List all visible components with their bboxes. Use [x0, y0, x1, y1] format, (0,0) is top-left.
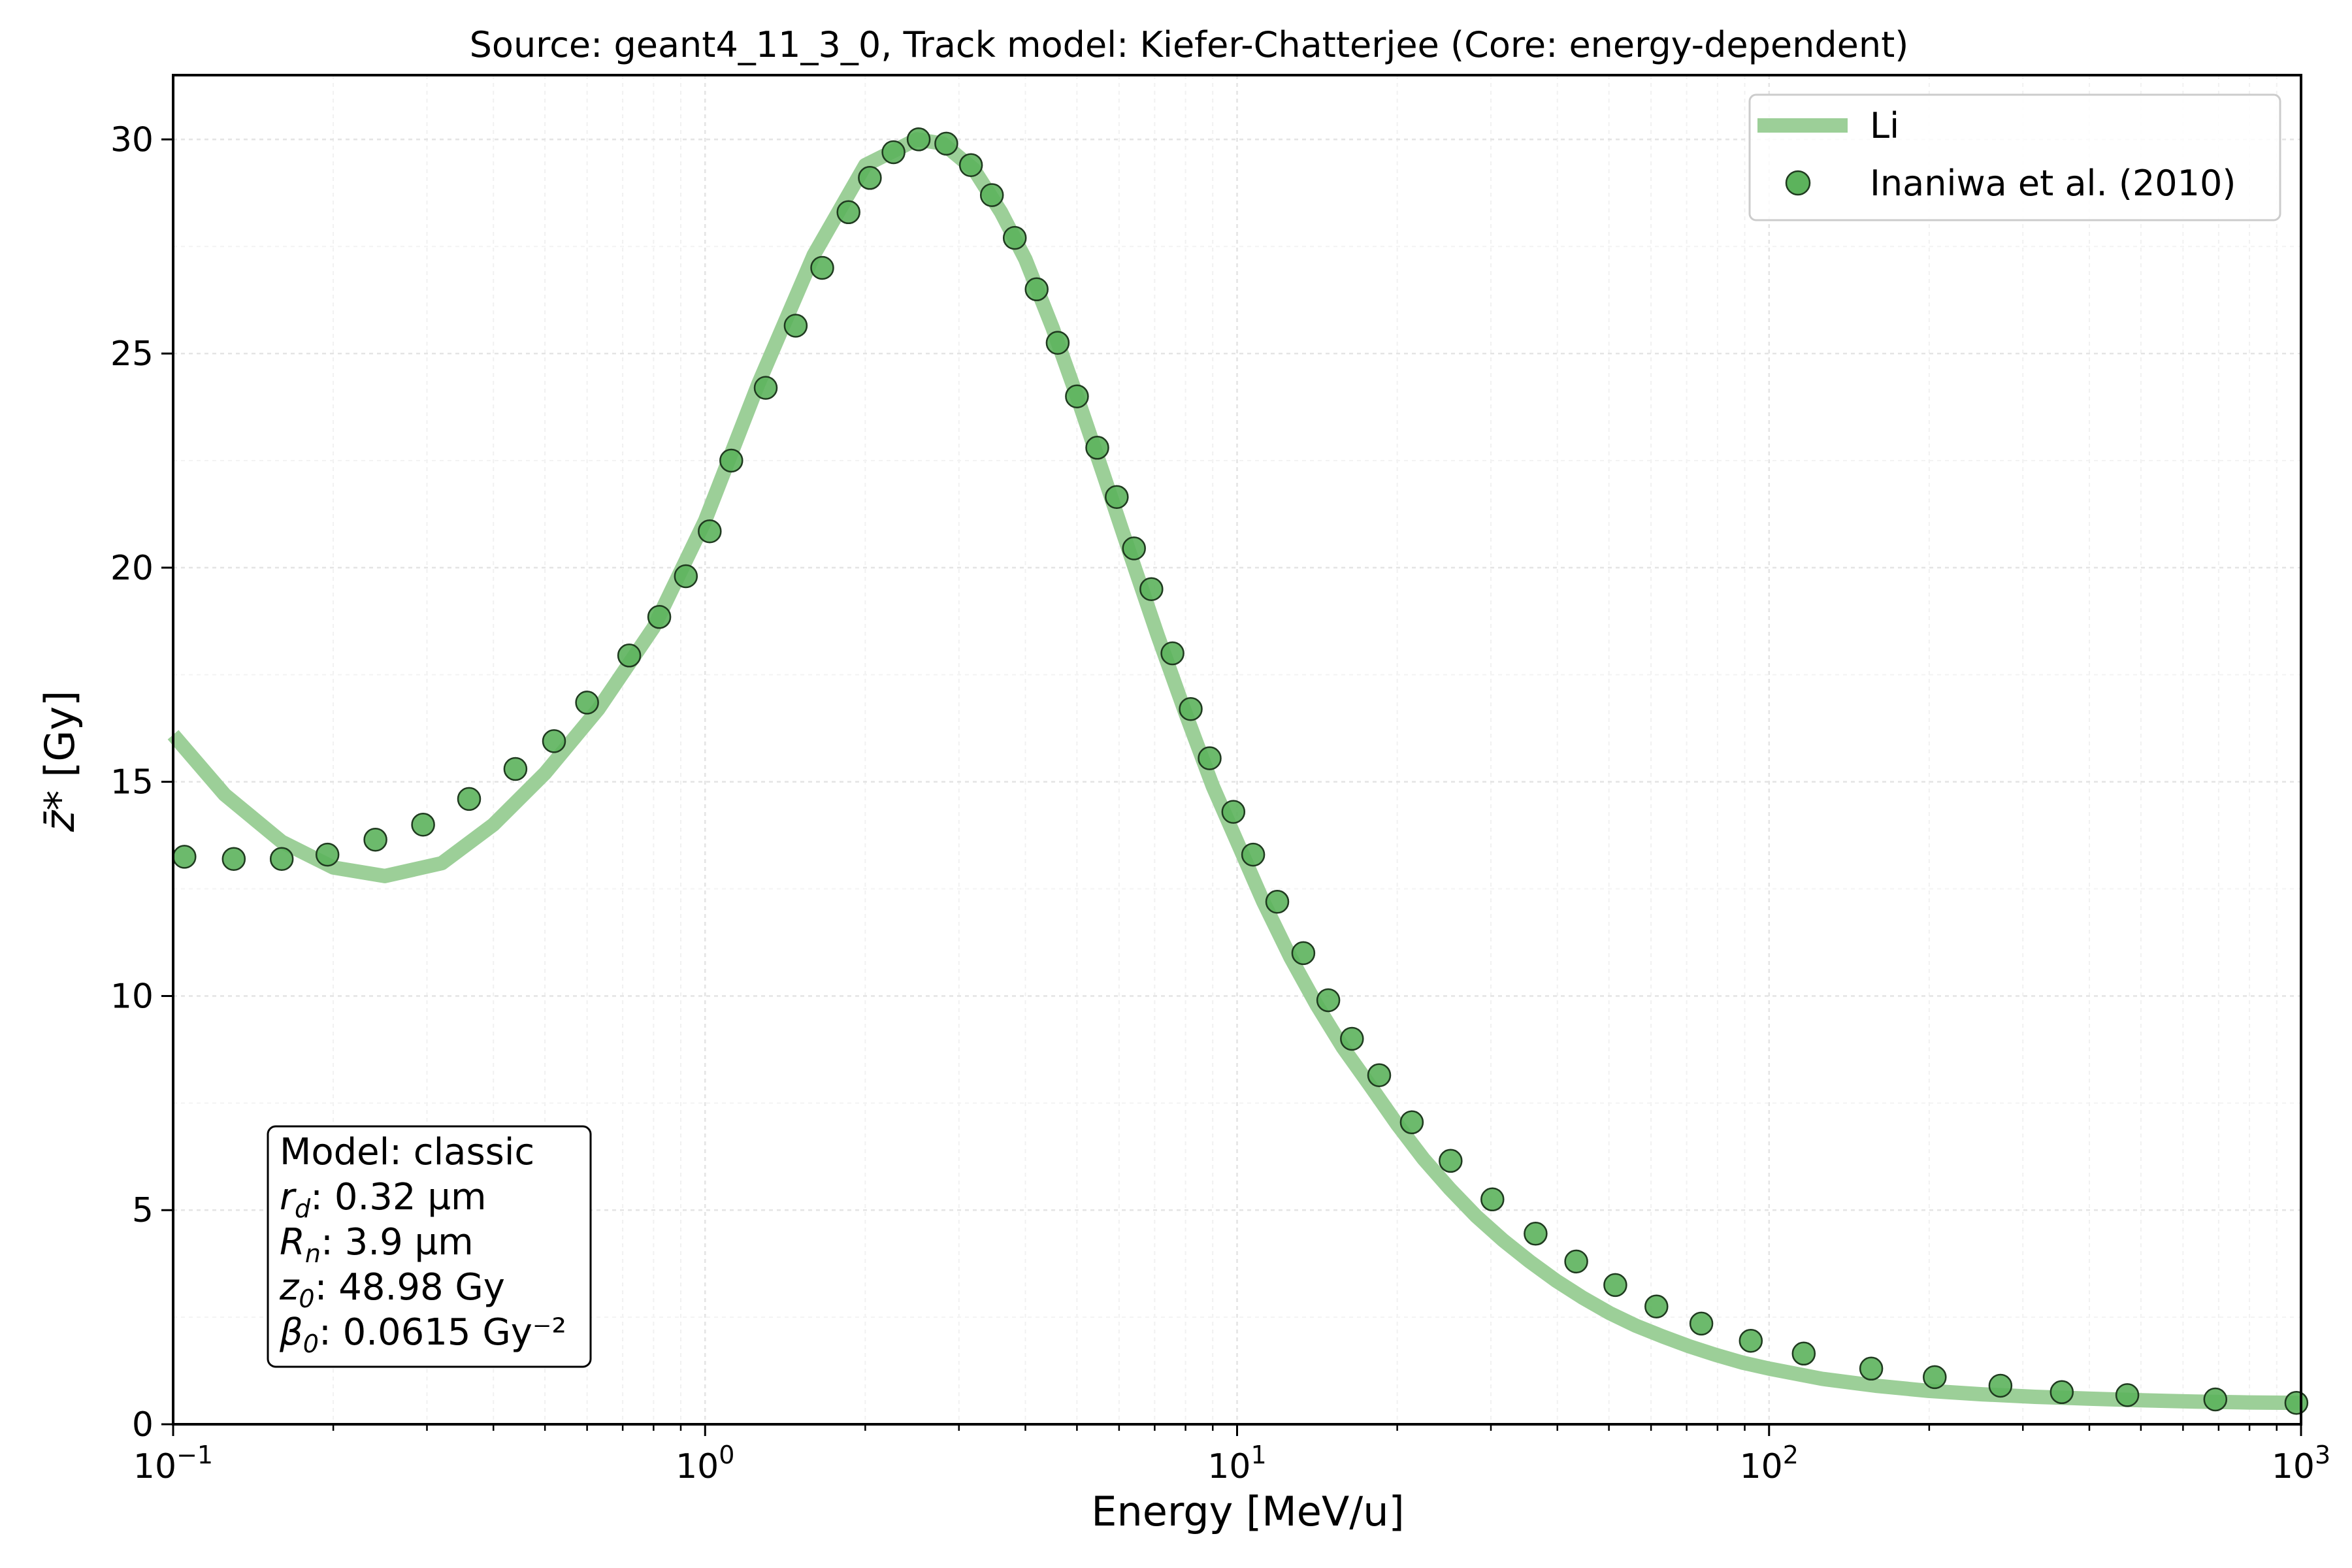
- data-point-inaniwa: [647, 605, 672, 629]
- parameter-line: β0: 0.0615 Gy⁻²: [279, 1311, 566, 1358]
- data-point-inaniwa: [1603, 1273, 1627, 1298]
- data-point-inaniwa: [1198, 746, 1222, 770]
- x-tick-label: 103: [2272, 1441, 2330, 1486]
- parameters-box-frame: [267, 1125, 592, 1368]
- data-point-inaniwa: [958, 153, 983, 177]
- legend-box: [1748, 93, 2281, 221]
- data-point-inaniwa: [2203, 1387, 2228, 1412]
- parameter-line: Model: classic: [280, 1131, 534, 1173]
- data-point-inaniwa: [1340, 1026, 1364, 1051]
- data-point-inaniwa: [2284, 1390, 2309, 1415]
- data-point-inaniwa: [979, 183, 1004, 207]
- svg-text:z̄* [Gy]: z̄* [Gy]: [36, 691, 84, 832]
- data-point-inaniwa: [1265, 889, 1290, 914]
- data-point-inaniwa: [1316, 988, 1341, 1013]
- data-point-inaniwa: [1045, 331, 1070, 355]
- data-point-inaniwa: [1291, 941, 1316, 966]
- data-point-inaniwa: [1002, 225, 1027, 250]
- parameter-line: rd: 0.32 µm: [280, 1176, 487, 1223]
- data-point-inaniwa: [753, 376, 778, 400]
- x-axis-ticks: 10−1 100 101 102 103: [133, 1424, 2330, 1486]
- chart-title: Source: geant4_11_3_0, Track model: Kief…: [470, 24, 1909, 65]
- data-point-inaniwa: [1221, 800, 1246, 824]
- y-tick-label: 20: [110, 549, 154, 588]
- y-tick-label: 5: [132, 1191, 154, 1230]
- data-point-inaniwa: [315, 842, 340, 867]
- parameter-line: Rn: 3.9 µm: [280, 1221, 474, 1268]
- data-point-inaniwa: [575, 691, 599, 715]
- x-tick-label: 102: [1740, 1441, 1799, 1486]
- data-point-inaniwa: [674, 564, 698, 589]
- data-point-inaniwa: [1241, 842, 1266, 867]
- data-point-inaniwa: [2050, 1380, 2074, 1405]
- x-axis-label: Energy [MeV/u]: [1091, 1488, 1404, 1535]
- series-line-li: [167, 132, 2302, 1411]
- data-point-inaniwa: [1179, 696, 1203, 721]
- data-point-inaniwa: [457, 787, 482, 811]
- data-point-inaniwa: [1367, 1063, 1392, 1087]
- data-point-inaniwa: [1923, 1365, 1947, 1390]
- y-axis-ticks: 0 5 10 15 20 25 30: [110, 120, 173, 1445]
- data-point-inaniwa: [1105, 485, 1129, 509]
- data-point-inaniwa: [1439, 1149, 1463, 1173]
- data-point-inaniwa: [881, 140, 906, 165]
- data-point-inaniwa: [1024, 277, 1049, 302]
- data-point-inaniwa: [1689, 1311, 1714, 1336]
- series-line-layer: [167, 132, 2302, 1411]
- grid-lines: [172, 75, 2301, 1426]
- y-tick-label: 30: [110, 120, 154, 159]
- data-point-inaniwa: [172, 845, 197, 869]
- data-point-inaniwa: [1644, 1294, 1669, 1318]
- data-point-inaniwa: [411, 812, 435, 837]
- y-axis-label-unit: [Gy]: [36, 691, 84, 777]
- data-point-inaniwa: [1564, 1249, 1588, 1274]
- data-point-inaniwa: [698, 519, 722, 544]
- data-point-inaniwa: [810, 255, 834, 280]
- data-point-inaniwa: [617, 644, 642, 668]
- data-point-inaniwa: [783, 314, 808, 338]
- legend: Li Inaniwa et al. (2010): [1748, 93, 2281, 221]
- data-point-inaniwa: [1988, 1373, 2013, 1398]
- parameter-line: z0: 48.98 Gy: [279, 1266, 505, 1313]
- x-tick-label: 101: [1207, 1441, 1266, 1486]
- data-point-inaniwa: [269, 847, 294, 871]
- data-point-inaniwa: [221, 847, 246, 871]
- y-axis-label: z̄* [Gy]: [36, 691, 84, 832]
- series-marker-layer: [172, 127, 2309, 1415]
- data-point-inaniwa: [1859, 1356, 1884, 1381]
- x-tick-label: 100: [676, 1441, 734, 1486]
- data-point-inaniwa: [503, 757, 528, 781]
- data-point-inaniwa: [1524, 1222, 1548, 1246]
- data-point-inaniwa: [1791, 1341, 1816, 1366]
- y-tick-label: 25: [110, 335, 154, 374]
- data-point-inaniwa: [1122, 536, 1146, 561]
- data-point-inaniwa: [1139, 577, 1164, 601]
- data-point-inaniwa: [836, 200, 860, 225]
- data-point-inaniwa: [1085, 436, 1109, 460]
- x-tick-label: 10−1: [133, 1441, 213, 1486]
- legend-label-inaniwa: Inaniwa et al. (2010): [1870, 163, 2236, 204]
- y-tick-label: 0: [132, 1405, 154, 1445]
- data-point-inaniwa: [719, 448, 743, 473]
- legend-label-li: Li: [1870, 105, 1899, 146]
- y-tick-label: 10: [110, 977, 154, 1016]
- legend-marker-swatch: [1785, 170, 1811, 196]
- data-point-inaniwa: [1065, 384, 1089, 408]
- data-point-inaniwa: [858, 166, 882, 190]
- y-tick-label: 15: [110, 763, 154, 802]
- data-point-inaniwa: [906, 127, 931, 152]
- data-point-inaniwa: [542, 729, 566, 753]
- data-point-inaniwa: [1480, 1187, 1505, 1212]
- y-axis-label-symbol: z̄*: [36, 791, 84, 833]
- data-point-inaniwa: [1160, 641, 1184, 666]
- data-point-inaniwa: [363, 827, 387, 852]
- data-point-inaniwa: [1399, 1110, 1424, 1135]
- data-point-inaniwa: [934, 131, 958, 156]
- data-point-inaniwa: [2115, 1383, 2140, 1407]
- data-point-inaniwa: [1739, 1328, 1763, 1353]
